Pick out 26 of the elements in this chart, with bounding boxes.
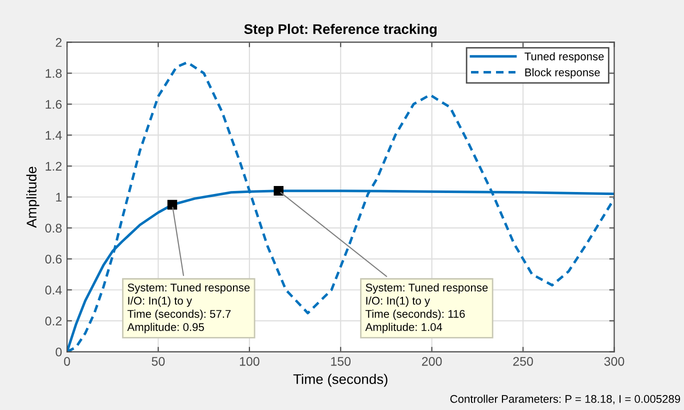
y-tick-label: 0: [56, 348, 62, 356]
y-tick-label: 1.2: [46, 162, 62, 171]
y-tick-label: 0.8: [45, 224, 62, 233]
y-tick-label: 1: [56, 192, 62, 202]
x-tick-label: 150: [331, 356, 351, 366]
y-axis-title: Amplitude: [26, 166, 40, 228]
text: Controller Parameters: P = 18.18, I = 0.005289: [450, 394, 680, 404]
x-axis-title: Time (seconds): [293, 374, 388, 387]
x-tick-label: 200: [422, 356, 442, 366]
x-tick-label: 300: [604, 356, 624, 366]
y-tick-label: 2: [56, 38, 62, 47]
y-tick-label: 0.4: [45, 286, 62, 295]
legend-label: Tuned response: [524, 52, 604, 63]
y-tick-label: 0.6: [45, 254, 62, 264]
chart-title: Step Plot: Reference tracking: [244, 24, 437, 37]
y-tick-label: 0.2: [45, 316, 62, 326]
x-tick-label: 50: [152, 356, 165, 366]
x-tick-label: 0: [64, 356, 70, 366]
x-tick-label: 250: [513, 356, 533, 366]
y-tick-label: 1.8: [46, 68, 62, 78]
legend-label: Block response: [525, 68, 600, 78]
y-tick-label: 1.4: [46, 131, 62, 140]
y-tick-label: 1.6: [46, 100, 62, 109]
annotation: System: Tuned response I/O: In(1) to y Time (seconds): 57.7 Amplitude: 0.95: [127, 283, 250, 334]
annotation: System: Tuned response I/O: In(1) to y Time (seconds): 116 Amplitude: 1.04: [365, 283, 488, 334]
x-tick-label: 100: [240, 356, 260, 366]
